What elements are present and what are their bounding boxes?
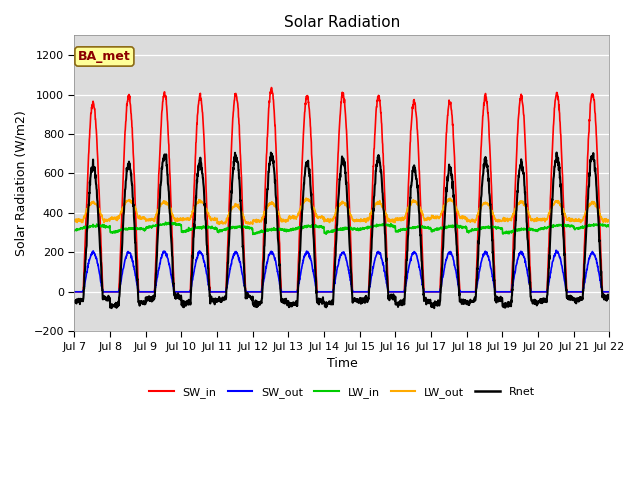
LW_out: [498, 218, 506, 224]
LW_in: [605, 224, 613, 230]
LW_out: [605, 217, 613, 223]
LW_out: [369, 205, 377, 211]
X-axis label: Time: Time: [326, 357, 357, 370]
SW_in: [220, 289, 227, 295]
Rnet: [573, 297, 581, 302]
LW_out: [215, 221, 223, 227]
LW_out: [70, 217, 78, 223]
SW_out: [497, 289, 505, 295]
SW_in: [559, 169, 566, 175]
LW_in: [498, 226, 506, 231]
SW_out: [357, 289, 365, 295]
SW_in: [268, 84, 275, 90]
Rnet: [357, 296, 365, 301]
SW_out: [605, 289, 613, 295]
Line: SW_in: SW_in: [74, 87, 609, 292]
Y-axis label: Solar Radiation (W/m2): Solar Radiation (W/m2): [15, 110, 28, 256]
Rnet: [220, 296, 227, 301]
LW_out: [559, 205, 566, 211]
Line: SW_out: SW_out: [74, 250, 609, 292]
LW_out: [358, 218, 365, 224]
LW_in: [162, 219, 170, 225]
SW_out: [70, 289, 78, 295]
SW_in: [369, 172, 377, 178]
LW_in: [559, 222, 566, 228]
LW_in: [70, 228, 78, 234]
Rnet: [497, 296, 505, 301]
LW_in: [220, 228, 228, 233]
Rnet: [559, 211, 566, 216]
LW_out: [220, 220, 228, 226]
Text: BA_met: BA_met: [78, 50, 131, 63]
SW_out: [369, 266, 376, 272]
SW_in: [573, 289, 581, 295]
Rnet: [70, 298, 78, 304]
Line: LW_in: LW_in: [74, 222, 609, 234]
Rnet: [369, 217, 376, 223]
Title: Solar Radiation: Solar Radiation: [284, 15, 400, 30]
SW_in: [70, 289, 78, 295]
SW_in: [605, 289, 613, 295]
Legend: SW_in, SW_out, LW_in, LW_out, Rnet: SW_in, SW_out, LW_in, LW_out, Rnet: [145, 383, 539, 403]
Line: Rnet: Rnet: [74, 153, 609, 308]
SW_out: [552, 247, 560, 253]
LW_in: [573, 225, 581, 231]
SW_out: [573, 289, 581, 295]
LW_out: [302, 195, 310, 201]
Rnet: [553, 150, 561, 156]
LW_in: [369, 224, 377, 230]
SW_out: [559, 265, 566, 271]
LW_out: [573, 217, 581, 223]
LW_in: [358, 226, 365, 232]
Rnet: [605, 295, 613, 301]
SW_in: [497, 289, 505, 295]
LW_in: [249, 231, 257, 237]
SW_out: [220, 289, 227, 295]
Rnet: [430, 305, 438, 311]
SW_in: [358, 289, 365, 295]
Line: LW_out: LW_out: [74, 198, 609, 224]
